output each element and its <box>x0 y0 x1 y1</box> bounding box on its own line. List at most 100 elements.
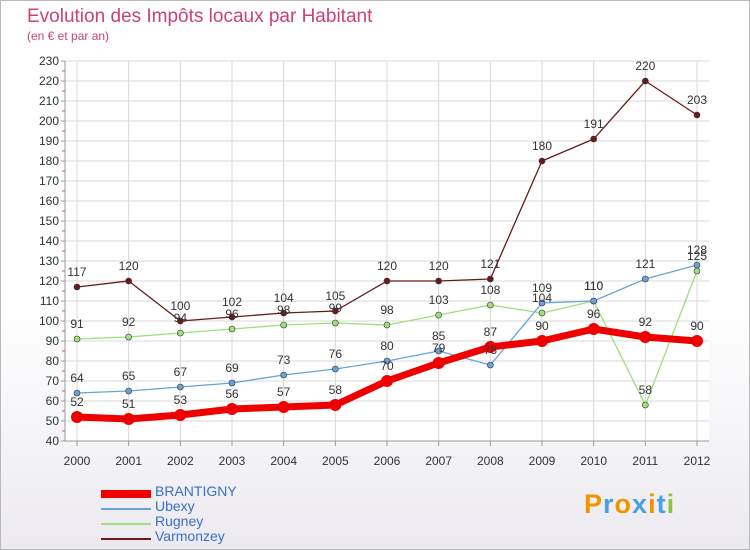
data-label-brantigny: 51 <box>122 397 136 411</box>
x-tick-label: 2001 <box>115 454 142 468</box>
data-point-ubexy <box>177 383 184 391</box>
data-point-varmonzey <box>435 277 442 285</box>
x-tick-label: 2010 <box>580 454 607 468</box>
data-label-varmonzey: 105 <box>325 289 345 303</box>
data-label-ubexy: 67 <box>174 365 188 379</box>
logo-letter: i <box>648 489 657 519</box>
y-tick-label: 100 <box>39 314 59 328</box>
data-point-varmonzey <box>332 307 339 315</box>
data-label-rugney: 110 <box>584 279 603 293</box>
y-tick-label: 70 <box>46 374 60 388</box>
x-tick-label: 2002 <box>167 454 194 468</box>
logo-letter: P <box>584 489 604 519</box>
logo-letter: i <box>666 489 676 519</box>
data-label-varmonzey: 102 <box>222 295 242 309</box>
data-point-varmonzey <box>280 309 287 317</box>
data-point-brantigny <box>174 409 187 421</box>
data-label-brantigny: 58 <box>329 383 343 397</box>
chart-title: Evolution des Impôts locaux par Habitant <box>27 6 373 27</box>
data-label-rugney: 99 <box>329 301 343 315</box>
data-label-ubexy: 76 <box>329 347 343 361</box>
x-tick-label: 2011 <box>632 454 658 468</box>
data-label-varmonzey: 120 <box>429 259 449 273</box>
y-tick-label: 190 <box>39 134 59 148</box>
logo-letter: x <box>632 489 649 519</box>
data-label-varmonzey: 104 <box>274 291 294 305</box>
data-label-rugney: 96 <box>225 307 239 321</box>
data-label-brantigny: 53 <box>174 393 188 407</box>
data-label-varmonzey: 117 <box>67 265 86 279</box>
data-label-rugney: 92 <box>122 315 136 329</box>
data-point-ubexy <box>487 361 494 369</box>
y-tick-label: 230 <box>39 54 59 68</box>
data-label-brantigny: 70 <box>380 359 394 373</box>
data-label-ubexy: 85 <box>432 329 446 343</box>
data-point-ubexy <box>693 261 701 269</box>
data-point-brantigny <box>381 375 393 387</box>
data-label-varmonzey: 120 <box>377 259 397 273</box>
data-label-rugney: 104 <box>532 291 552 305</box>
data-point-rugney <box>280 321 287 329</box>
y-tick-label: 210 <box>39 94 59 108</box>
data-label-rugney: 94 <box>174 311 188 325</box>
legend-label: Rugney <box>155 513 204 529</box>
data-point-rugney <box>177 329 184 337</box>
data-point-ubexy <box>280 371 287 379</box>
logo-letter: o <box>614 489 633 519</box>
x-tick-label: 2012 <box>684 454 711 468</box>
legend-label: BRANTIGNY <box>155 483 237 499</box>
data-point-rugney <box>383 321 391 329</box>
data-label-rugney: 98 <box>277 303 291 317</box>
legend-swatch <box>101 523 151 525</box>
data-label-ubexy: 65 <box>122 369 136 383</box>
y-tick-label: 50 <box>46 414 60 428</box>
data-point-varmonzey <box>125 277 132 285</box>
data-label-rugney: 91 <box>70 317 84 331</box>
data-label-varmonzey: 180 <box>532 139 552 153</box>
y-tick-label: 80 <box>46 354 60 368</box>
proxiti-logo: Proxiti <box>584 489 675 520</box>
y-tick-label: 40 <box>46 434 60 448</box>
y-tick-label: 150 <box>39 214 59 228</box>
data-label-brantigny: 90 <box>690 319 704 333</box>
y-tick-label: 90 <box>46 334 60 348</box>
y-tick-label: 120 <box>39 274 59 288</box>
data-point-ubexy <box>383 357 391 365</box>
data-point-rugney <box>125 333 132 341</box>
data-label-varmonzey: 100 <box>170 299 190 313</box>
data-label-brantigny: 96 <box>587 307 601 321</box>
data-label-ubexy: 69 <box>225 361 239 375</box>
data-point-brantigny <box>277 401 290 413</box>
data-point-varmonzey <box>228 313 236 321</box>
x-tick-label: 2005 <box>322 454 349 468</box>
data-point-brantigny <box>639 331 652 343</box>
data-label-rugney: 98 <box>380 303 394 317</box>
y-tick-label: 60 <box>46 394 60 408</box>
logo-letter: t <box>656 489 667 519</box>
data-label-ubexy: 64 <box>70 371 84 385</box>
data-point-varmonzey <box>73 283 81 291</box>
data-label-rugney: 58 <box>639 383 653 397</box>
data-point-brantigny <box>691 335 703 347</box>
data-labels: 52 51 53 56 57 58 70 79 87 90 96 92 90 64 65 67 69 73 76 80… <box>67 59 707 411</box>
data-label-brantigny: 52 <box>70 395 84 409</box>
data-point-ubexy <box>538 299 546 307</box>
data-point-ubexy <box>73 389 81 397</box>
x-tick-label: 2006 <box>374 454 401 468</box>
data-point-varmonzey <box>693 111 701 119</box>
data-point-varmonzey <box>383 277 391 285</box>
data-point-rugney <box>642 401 649 409</box>
x-tick-label: 2000 <box>64 454 91 468</box>
x-tick-label: 2004 <box>270 454 297 468</box>
data-label-ubexy: 110 <box>584 279 603 293</box>
data-point-ubexy <box>228 379 236 387</box>
data-point-brantigny <box>122 413 135 425</box>
x-tick-label: 2007 <box>425 454 452 468</box>
data-point-varmonzey <box>538 157 546 165</box>
data-point-brantigny <box>484 341 497 353</box>
data-label-ubexy: 109 <box>532 281 552 295</box>
data-label-ubexy: 73 <box>277 353 291 367</box>
data-label-rugney: 103 <box>429 293 449 307</box>
data-label-varmonzey: 191 <box>584 117 604 131</box>
